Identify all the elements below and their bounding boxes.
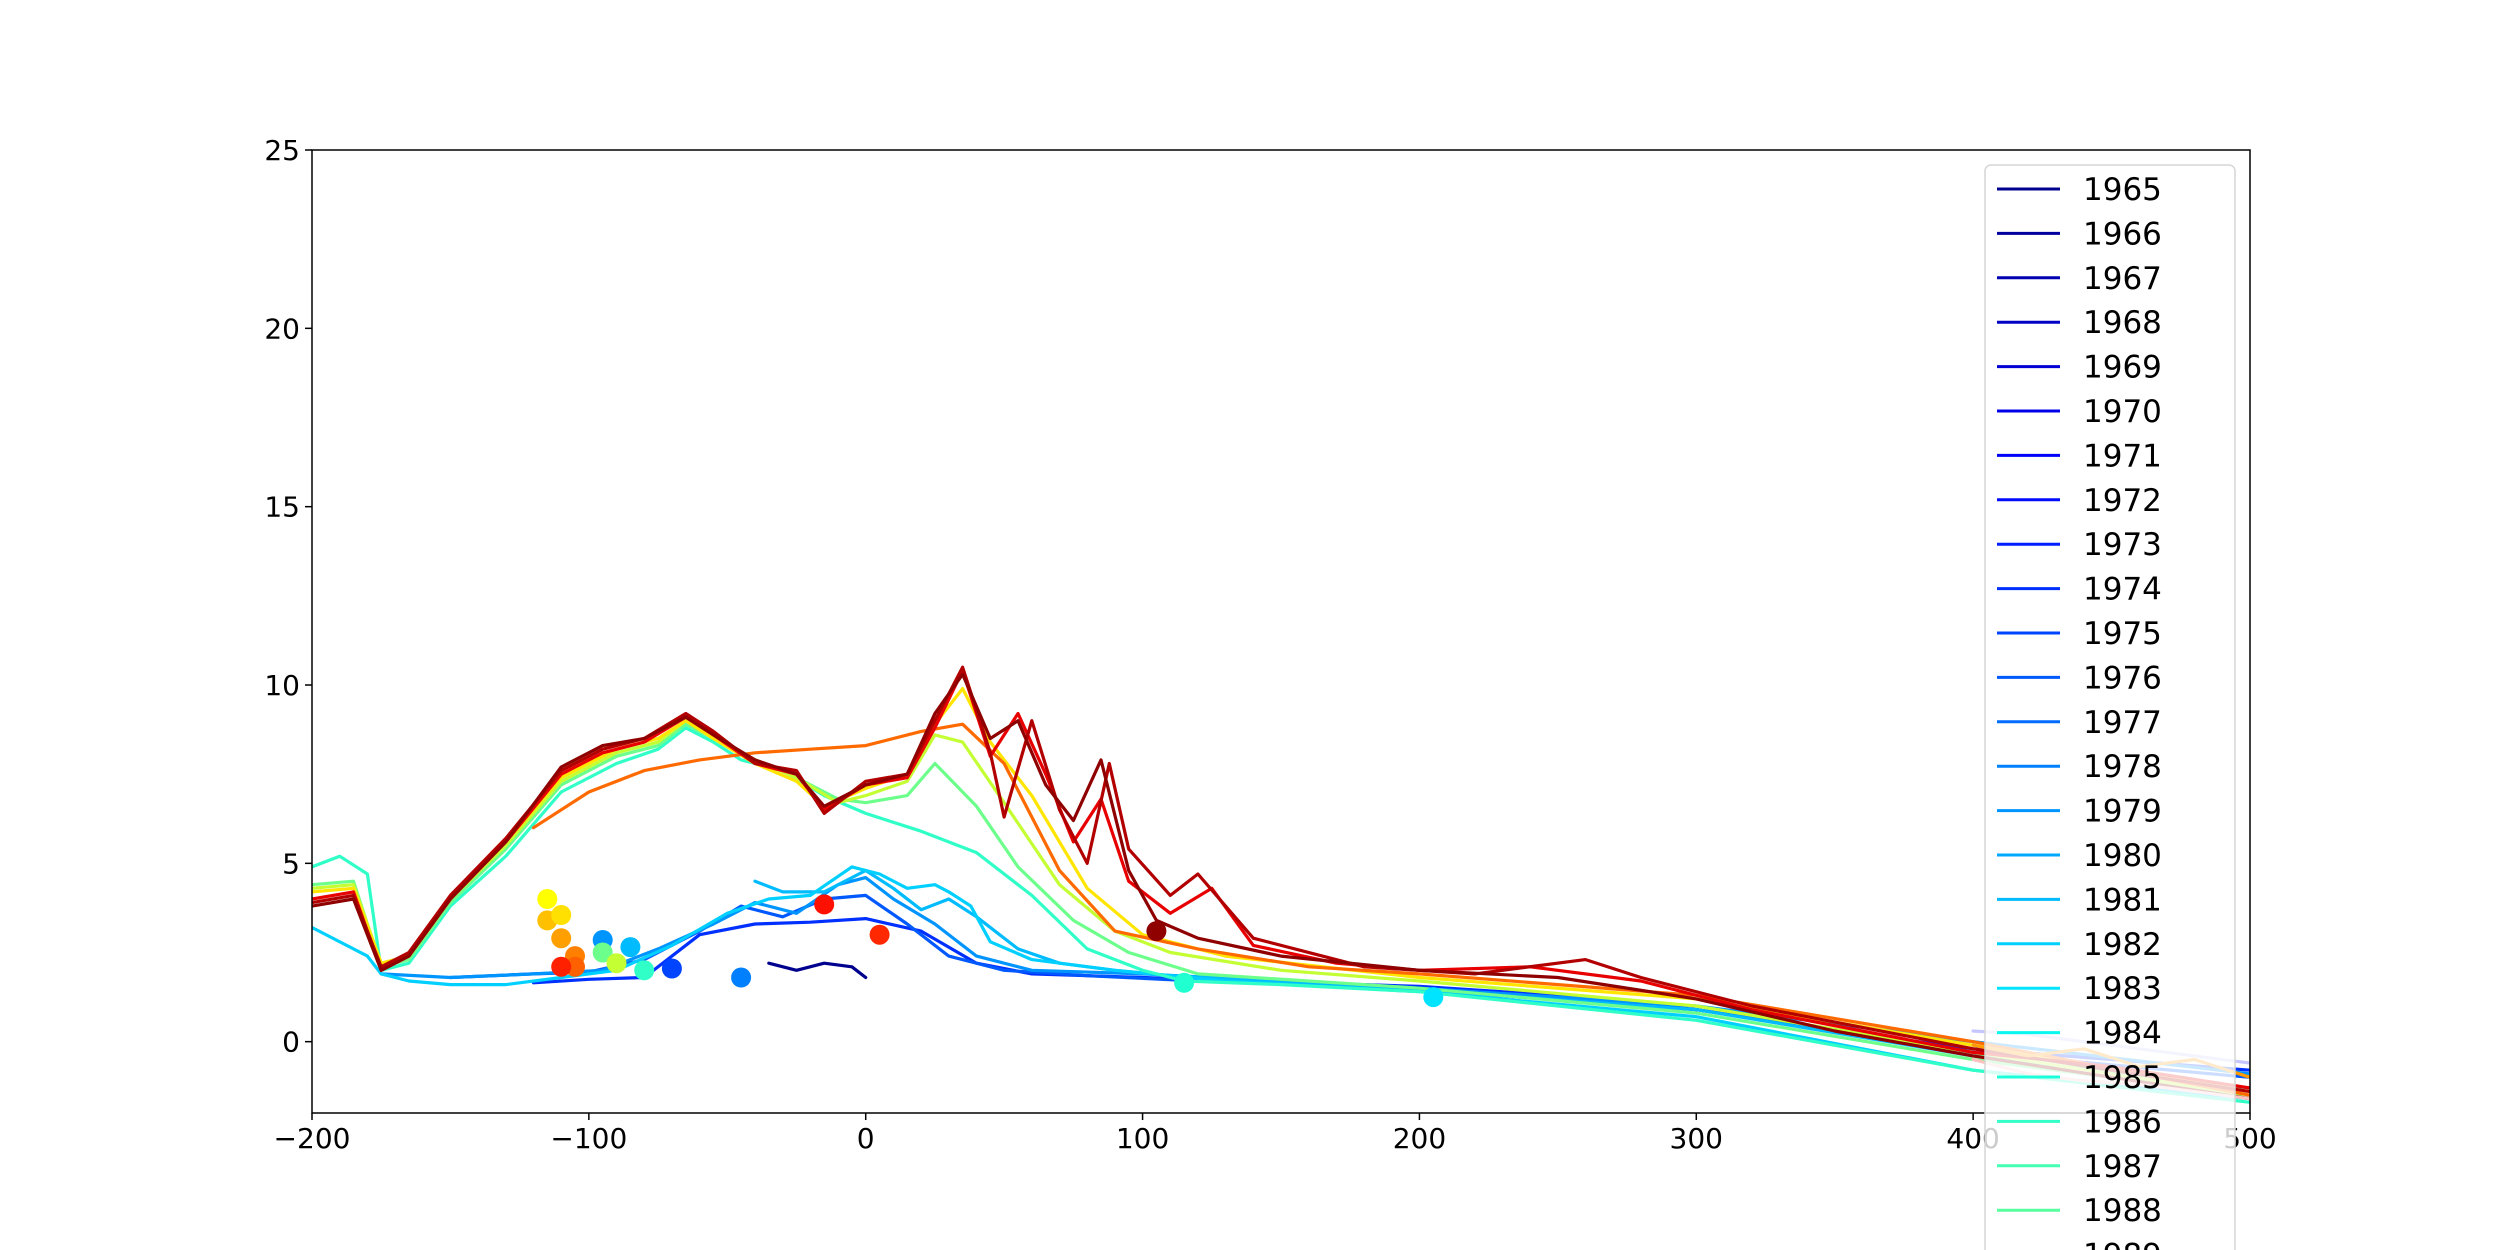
legend-label: 1987 <box>2083 1149 2162 1185</box>
x-tick-label: 0 <box>857 1122 875 1155</box>
legend-label: 1971 <box>2083 438 2162 474</box>
series-line-0 <box>767 961 868 980</box>
legend-label: 1989 <box>2083 1238 2162 1250</box>
marker-layer <box>537 889 1444 1008</box>
y-tick-label: 15 <box>264 491 300 524</box>
legend-label: 1972 <box>2083 483 2162 519</box>
data-point-3 <box>551 928 572 949</box>
series-line-13 <box>312 672 2250 1101</box>
legend-label: 1968 <box>2083 305 2162 341</box>
data-point-18 <box>1423 987 1444 1008</box>
legend-label: 1967 <box>2083 261 2162 297</box>
x-tick-label: −200 <box>274 1122 351 1155</box>
legend-label: 1965 <box>2083 172 2162 208</box>
legend-label: 1970 <box>2083 394 2162 430</box>
x-tick-label: 200 <box>1393 1122 1446 1155</box>
series-line-10 <box>531 722 2250 1097</box>
x-axis: −200 −100 0 100 200 300 400 500 <box>274 1113 2277 1155</box>
y-axis: 0 5 10 15 20 25 <box>264 134 312 1059</box>
data-point-2 <box>551 905 572 925</box>
legend-label: 1988 <box>2083 1193 2162 1229</box>
data-point-17 <box>1174 972 1195 993</box>
series-layer <box>312 665 2250 1104</box>
y-tick-label: 25 <box>264 134 300 167</box>
legend-label: 1980 <box>2083 838 2162 874</box>
y-tick-label: 20 <box>264 312 300 345</box>
x-tick-label: −100 <box>550 1122 627 1155</box>
legend-label: 1976 <box>2083 660 2162 696</box>
series-line-12 <box>312 665 2250 1094</box>
legend-label: 1966 <box>2083 216 2162 252</box>
legend-label: 1982 <box>2083 927 2162 963</box>
legend-box <box>1984 164 2236 1250</box>
y-tick-label: 0 <box>282 1026 300 1059</box>
legend-label: 1985 <box>2083 1060 2162 1096</box>
data-point-16 <box>1146 921 1167 942</box>
y-tick-label: 10 <box>264 669 300 702</box>
y-tick-label: 5 <box>282 847 300 880</box>
data-point-9 <box>606 953 627 974</box>
legend-label: 1986 <box>2083 1104 2162 1140</box>
legend-label: 1984 <box>2083 1016 2162 1052</box>
data-point-11 <box>634 960 655 981</box>
legend-label: 1975 <box>2083 616 2162 652</box>
x-tick-label: 300 <box>1670 1122 1723 1155</box>
legend-label: 1969 <box>2083 350 2162 386</box>
data-point-14 <box>814 894 835 915</box>
legend-label: 1974 <box>2083 572 2162 608</box>
series-line-5 <box>312 865 2250 1101</box>
legend-label: 1973 <box>2083 527 2162 563</box>
legend-label: 1978 <box>2083 749 2162 785</box>
data-point-6 <box>551 956 572 977</box>
data-point-13 <box>731 967 752 988</box>
data-point-8 <box>592 942 613 963</box>
x-tick-label: 100 <box>1116 1122 1169 1155</box>
legend-label: 1981 <box>2083 882 2162 918</box>
legend-label: 1979 <box>2083 794 2162 830</box>
data-point-15 <box>869 924 890 945</box>
plot-frame <box>311 149 2251 1114</box>
data-point-0 <box>537 889 558 909</box>
data-point-10 <box>620 937 641 958</box>
legend-label: 1983 <box>2083 971 2162 1007</box>
legend-label: 1977 <box>2083 705 2162 741</box>
legend: 1965 1966 1967 1968 1969 1970 1971 1972 1973 1974… <box>1984 164 2236 1250</box>
data-point-12 <box>661 958 682 979</box>
data-point-5 <box>565 956 585 977</box>
